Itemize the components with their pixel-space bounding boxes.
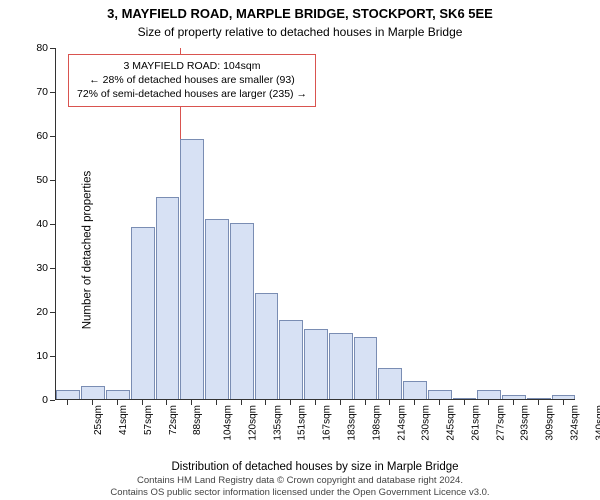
y-tick-label: 0 [8, 394, 48, 406]
x-tick-label: 198sqm [371, 405, 382, 441]
y-tick-mark [50, 48, 55, 49]
x-tick-mark [216, 400, 217, 405]
histogram-bar [552, 395, 576, 399]
x-tick-mark [365, 400, 366, 405]
x-tick-label: 88sqm [192, 405, 203, 435]
histogram-bar [131, 227, 155, 399]
x-tick-label: 261sqm [470, 405, 481, 441]
histogram-bar [329, 333, 353, 399]
x-axis-label: Distribution of detached houses by size … [55, 461, 575, 473]
histogram-bar [378, 368, 402, 399]
histogram-bar [453, 398, 477, 399]
x-tick-label: 230sqm [421, 405, 432, 441]
annotation-line2: ← 28% of detached houses are smaller (93… [77, 73, 307, 87]
x-tick-label: 309sqm [545, 405, 556, 441]
y-tick-label: 80 [8, 42, 48, 54]
histogram-bar [279, 320, 303, 399]
x-tick-label: 120sqm [248, 405, 259, 441]
y-tick-label: 30 [8, 262, 48, 274]
x-tick-mark [92, 400, 93, 405]
page-title: 3, MAYFIELD ROAD, MARPLE BRIDGE, STOCKPO… [0, 0, 600, 23]
x-tick-mark [241, 400, 242, 405]
histogram-bar [304, 329, 328, 399]
y-tick-label: 50 [8, 174, 48, 186]
x-tick-label: 340sqm [594, 405, 600, 441]
plot-area: 3 MAYFIELD ROAD: 104sqm ← 28% of detache… [55, 48, 575, 400]
x-tick-label: 72sqm [168, 405, 179, 435]
histogram-bar [403, 381, 427, 399]
x-tick-mark [414, 400, 415, 405]
x-tick-label: 25sqm [93, 405, 104, 435]
y-tick-mark [50, 224, 55, 225]
annotation-line3: 72% of semi-detached houses are larger (… [77, 87, 307, 101]
histogram-bar [205, 219, 229, 399]
x-tick-mark [488, 400, 489, 405]
x-tick-mark [563, 400, 564, 405]
x-tick-label: 324sqm [569, 405, 580, 441]
footer-line1: Contains HM Land Registry data © Crown c… [0, 475, 600, 486]
x-tick-mark [117, 400, 118, 405]
x-tick-label: 104sqm [223, 405, 234, 441]
histogram-bar [156, 197, 180, 399]
histogram-bar [354, 337, 378, 399]
x-tick-mark [513, 400, 514, 405]
x-tick-label: 245sqm [446, 405, 457, 441]
x-tick-mark [290, 400, 291, 405]
histogram-bar [255, 293, 279, 399]
annotation-line1: 3 MAYFIELD ROAD: 104sqm [77, 59, 307, 73]
x-tick-label: 183sqm [347, 405, 358, 441]
x-tick-mark [439, 400, 440, 405]
y-tick-mark [50, 268, 55, 269]
x-tick-mark [166, 400, 167, 405]
annotation-box: 3 MAYFIELD ROAD: 104sqm ← 28% of detache… [68, 54, 316, 107]
histogram-bar [527, 398, 551, 399]
x-tick-label: 293sqm [520, 405, 531, 441]
histogram-bar [502, 395, 526, 399]
histogram-bar [428, 390, 452, 399]
x-tick-mark [315, 400, 316, 405]
x-tick-mark [340, 400, 341, 405]
histogram-bar [106, 390, 130, 399]
x-tick-label: 277sqm [495, 405, 506, 441]
histogram-bar [230, 223, 254, 399]
y-tick-mark [50, 136, 55, 137]
y-tick-mark [50, 400, 55, 401]
x-tick-label: 151sqm [297, 405, 308, 441]
x-tick-label: 41sqm [118, 405, 129, 435]
histogram-bar [56, 390, 80, 399]
x-tick-mark [464, 400, 465, 405]
footer-line2: Contains OS public sector information li… [0, 487, 600, 498]
y-tick-label: 10 [8, 350, 48, 362]
histogram-bar [477, 390, 501, 399]
x-tick-label: 57sqm [143, 405, 154, 435]
x-tick-label: 167sqm [322, 405, 333, 441]
y-tick-label: 20 [8, 306, 48, 318]
histogram-bar [180, 139, 204, 399]
page-subtitle: Size of property relative to detached ho… [0, 23, 600, 45]
y-tick-label: 70 [8, 86, 48, 98]
x-tick-mark [67, 400, 68, 405]
y-tick-mark [50, 92, 55, 93]
x-tick-mark [538, 400, 539, 405]
y-tick-label: 40 [8, 218, 48, 230]
histogram-bar [81, 386, 105, 399]
y-tick-label: 60 [8, 130, 48, 142]
footer-attribution: Contains HM Land Registry data © Crown c… [0, 475, 600, 498]
x-tick-mark [191, 400, 192, 405]
x-tick-mark [142, 400, 143, 405]
y-tick-mark [50, 312, 55, 313]
y-tick-mark [50, 356, 55, 357]
x-tick-mark [265, 400, 266, 405]
x-tick-mark [389, 400, 390, 405]
x-tick-label: 214sqm [396, 405, 407, 441]
y-tick-mark [50, 180, 55, 181]
x-tick-label: 135sqm [272, 405, 283, 441]
